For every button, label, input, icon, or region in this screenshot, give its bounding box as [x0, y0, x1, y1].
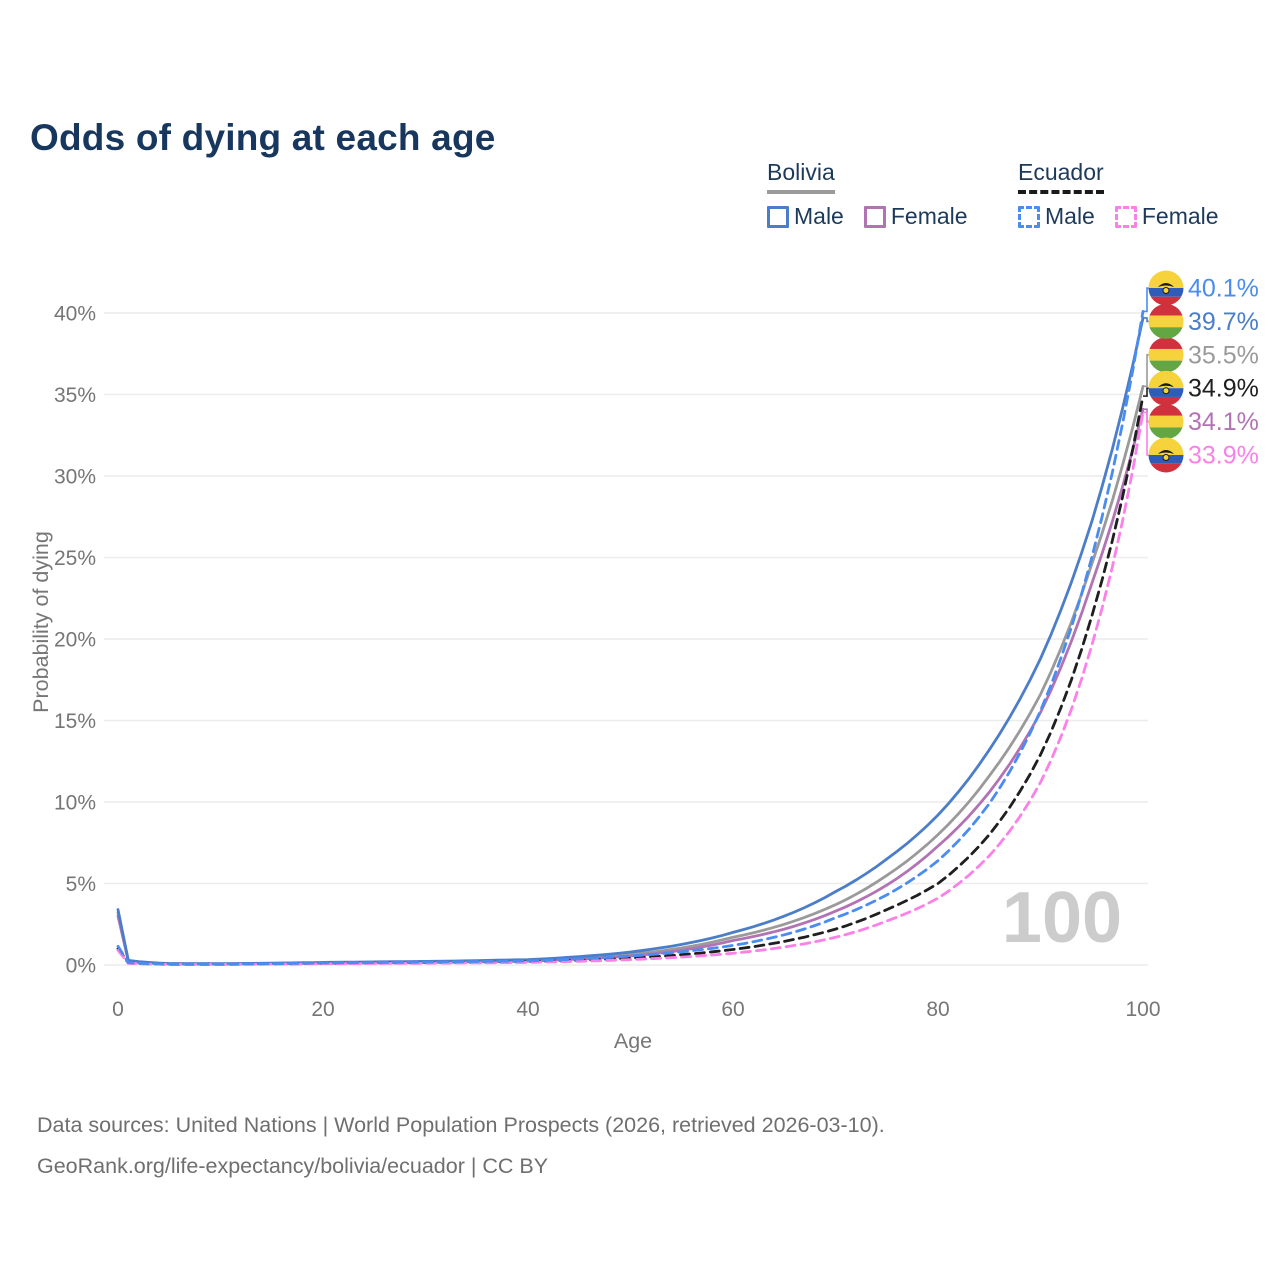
flag-bolivia-icon — [1148, 303, 1184, 339]
bolivia-female-swatch-icon — [863, 205, 886, 228]
x-tick-label: 60 — [721, 998, 744, 1021]
page-title: Odds of dying at each age — [30, 116, 496, 158]
end-label-bolivia-male: 39.7% — [1188, 308, 1259, 336]
y-tick-label: 35% — [54, 384, 96, 407]
x-axis-title: Age — [614, 1029, 652, 1053]
legend-label-ecuador-male: Male — [1045, 203, 1095, 230]
series-line-bolivia-total — [116, 385, 1145, 966]
legend-group-bolivia: Bolivia Male Female — [767, 159, 968, 230]
series-line-ecuador-total — [116, 394, 1145, 966]
end-label-bolivia-total: 35.5% — [1188, 341, 1259, 369]
flag-ecuador-icon — [1148, 370, 1184, 406]
y-tick-label: 15% — [54, 710, 96, 733]
data-source-footer: Data sources: United Nations | World Pop… — [37, 1105, 885, 1187]
x-tick-label: 20 — [311, 998, 334, 1021]
y-tick-label: 20% — [54, 629, 96, 652]
y-tick-label: 0% — [66, 955, 96, 978]
legend-items-bolivia: Male Female — [767, 203, 968, 230]
gridlines: 0% 5% 10% 15% 20% 25% 30% 35% 40% 0 20 40 60 80 100 — [54, 303, 1161, 1022]
series-line-bolivia-male — [116, 316, 1145, 966]
flag-ecuador-icon — [1148, 270, 1184, 306]
ecuador-male-swatch-icon — [1018, 205, 1040, 228]
y-tick-label: 10% — [54, 792, 96, 815]
legend-label-bolivia-male: Male — [794, 203, 844, 230]
legend-country-ecuador[interactable]: Ecuador — [1018, 159, 1104, 195]
x-tick-label: 0 — [112, 998, 124, 1021]
series-line-ecuador-female — [116, 411, 1145, 966]
bolivia-male-swatch-icon — [767, 205, 789, 228]
legend-group-ecuador: Ecuador Male Female — [1018, 159, 1219, 230]
y-axis-title: Probability of dying — [29, 531, 53, 713]
legend-item-ecuador-female[interactable]: Female — [1114, 203, 1219, 230]
footer-line-2: GeoRank.org/life-expectancy/bolivia/ecua… — [37, 1154, 549, 1178]
legend-item-bolivia-female[interactable]: Female — [863, 203, 968, 230]
age-counter-watermark: 100 — [1002, 878, 1122, 958]
series-lines — [116, 310, 1145, 966]
series-line-ecuador-male — [116, 310, 1145, 966]
leader-line-ecuador-total — [1143, 387, 1149, 397]
x-tick-label: 100 — [1125, 998, 1160, 1021]
y-tick-label: 5% — [66, 873, 96, 896]
x-tick-label: 40 — [516, 998, 539, 1021]
y-tick-label: 25% — [54, 547, 96, 570]
leader-line-bolivia-total — [1143, 354, 1149, 388]
legend-item-ecuador-male[interactable]: Male — [1018, 203, 1095, 230]
y-tick-label: 40% — [54, 303, 96, 326]
legend-label-ecuador-female: Female — [1141, 203, 1219, 230]
x-tick-label: 80 — [926, 998, 949, 1021]
end-label-ecuador-total: 34.9% — [1188, 375, 1259, 403]
flag-ecuador-icon — [1148, 437, 1184, 473]
footer-line-1: Data sources: United Nations | World Pop… — [37, 1113, 885, 1137]
legend-country-bolivia[interactable]: Bolivia — [767, 159, 835, 195]
flag-bolivia-icon — [1148, 404, 1184, 440]
leader-line-bolivia-male — [1143, 317, 1149, 323]
end-label-ecuador-male: 40.1% — [1188, 275, 1259, 303]
y-tick-label: 30% — [54, 466, 96, 489]
flag-bolivia-icon — [1148, 337, 1184, 373]
legend-item-bolivia-male[interactable]: Male — [767, 203, 844, 230]
end-labels: 35.5% 34.1% 39.7% 34.9% 33.9% 40.1% — [1143, 270, 1259, 473]
legend-items-ecuador: Male Female — [1018, 203, 1219, 230]
leader-line-ecuador-female — [1143, 411, 1149, 456]
ecuador-female-swatch-icon — [1114, 205, 1137, 228]
series-line-bolivia-female — [116, 407, 1145, 966]
end-label-bolivia-female: 34.1% — [1188, 408, 1259, 436]
leader-line-ecuador-male — [1143, 287, 1149, 313]
legend-label-bolivia-female: Female — [890, 203, 968, 230]
end-label-ecuador-female: 33.9% — [1188, 442, 1259, 470]
